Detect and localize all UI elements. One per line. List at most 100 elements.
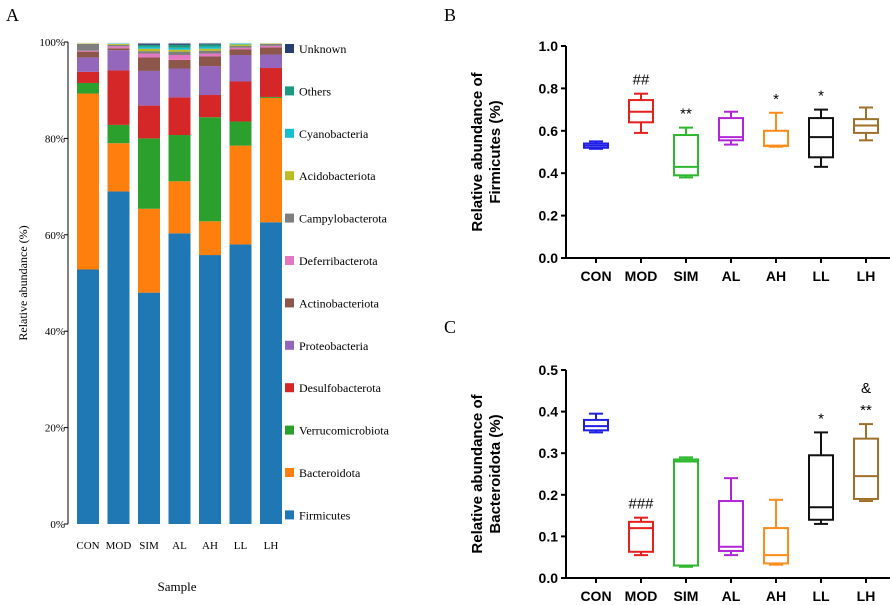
box-body [808, 454, 834, 521]
bar-segment [77, 71, 99, 83]
x-tick-label: AH [766, 588, 786, 604]
y-tick-label: 100% [39, 37, 65, 49]
legend-label: Unknown [299, 42, 346, 56]
legend-label: Firmicutes [299, 508, 351, 522]
bar-segment [260, 45, 282, 48]
y-axis-label-line2: Firmicutes (%) [487, 100, 504, 203]
legend-label: Deferribacterota [299, 254, 378, 268]
box [808, 108, 834, 168]
y-tick-label: 0.2 [539, 487, 559, 503]
legend-label: Desulfobacterota [299, 381, 382, 395]
box [763, 111, 789, 148]
y-tick-label: 0.2 [539, 208, 559, 224]
y-tick-label: 80% [45, 133, 65, 145]
box-body [718, 117, 744, 142]
bar-segment [199, 50, 221, 54]
bar-segment [199, 48, 221, 51]
y-tick-label: 0% [50, 519, 65, 531]
bar-segment [107, 191, 130, 525]
legend-swatch [285, 340, 294, 350]
x-tick-label: AH [766, 268, 786, 284]
bar-segment [138, 208, 160, 293]
significance-mark: * [773, 91, 779, 108]
box [808, 431, 834, 525]
x-tick-label: AL [722, 588, 741, 604]
box [628, 516, 654, 557]
significance-annotations: ###* **& [628, 380, 872, 513]
bar-segment [138, 46, 160, 49]
y-tick-labels: 0.0 0.2 0.4 0.6 0.8 1.0 [539, 38, 559, 266]
legend-label: Others [299, 84, 331, 98]
bar-top [199, 42, 221, 44]
x-tick-label: LH [857, 588, 876, 604]
bar-segment [229, 45, 252, 48]
x-tick-label: LL [234, 540, 248, 552]
box-group [583, 92, 879, 179]
x-tick-labels: CON MOD SIM AL AH LL LH [580, 268, 875, 284]
bar-segment [168, 181, 191, 234]
significance-mark: & [861, 380, 871, 397]
bar-segment [138, 138, 160, 209]
box [763, 498, 789, 566]
legend-swatch [285, 213, 294, 223]
significance-annotations: ##*** * [633, 72, 824, 123]
bar-segment [168, 47, 191, 50]
legend-swatch [285, 256, 294, 265]
bar-segment [168, 135, 191, 182]
legend: Unknown Others Cyanobacteria Acidobacteriot… [285, 42, 390, 522]
bar-segment [138, 44, 160, 47]
box [673, 126, 699, 179]
x-tick-label: SIM [139, 540, 159, 552]
bar-top [229, 42, 252, 44]
legend-swatch [285, 510, 294, 520]
bar-segment [77, 269, 99, 524]
x-axis-label: Sample [158, 579, 197, 594]
box-group [583, 412, 879, 568]
bar-segment [229, 44, 252, 46]
bar-segment [77, 93, 99, 270]
y-axis-label-line1: Relative abundance of [469, 71, 486, 231]
bar-segment [199, 66, 221, 96]
bar-top [168, 42, 191, 44]
bar-segment [138, 292, 160, 524]
significance-mark: ### [628, 496, 654, 513]
legend-label: Bacteroidota [299, 466, 361, 480]
legend-swatch [285, 128, 294, 138]
y-tick-label: 60% [45, 230, 65, 242]
box-body [718, 500, 744, 552]
x-tick-label: MOD [625, 588, 658, 604]
x-tick-labels: CON MOD SIM AL AH LL LH [76, 540, 278, 552]
bar-segment [77, 57, 99, 72]
bar-segment [229, 49, 252, 56]
bar-segment [260, 97, 282, 223]
box [628, 92, 654, 134]
y-tick-label: 0.3 [539, 445, 559, 461]
y-tick-label: 0.4 [539, 165, 559, 181]
box [853, 423, 879, 503]
bar-segment [77, 43, 99, 51]
y-axis-label-line2: Bacteroidota (%) [487, 414, 504, 533]
bar-segment [199, 95, 221, 118]
bar-segment [138, 105, 160, 139]
bar-segment [168, 97, 191, 136]
bar-segment [199, 56, 221, 67]
box [583, 412, 609, 434]
significance-mark: ** [860, 402, 872, 419]
x-tick-label: LL [812, 588, 830, 604]
significance-mark: * [818, 88, 824, 105]
bar-segment [107, 70, 130, 125]
legend-swatch [285, 298, 294, 308]
significance-mark: ** [680, 106, 692, 123]
y-tick-label: 0.5 [539, 362, 559, 378]
box-body [583, 418, 609, 432]
x-tick-label: LH [857, 268, 876, 284]
bar-segment [229, 47, 252, 50]
y-tick-label: 0.1 [539, 528, 559, 544]
bar-segment [199, 255, 221, 524]
box [718, 110, 744, 146]
x-tick-label: SIM [674, 268, 699, 284]
bar-segment [260, 96, 282, 98]
bar-segment [199, 221, 221, 256]
bar-segment [168, 55, 191, 60]
